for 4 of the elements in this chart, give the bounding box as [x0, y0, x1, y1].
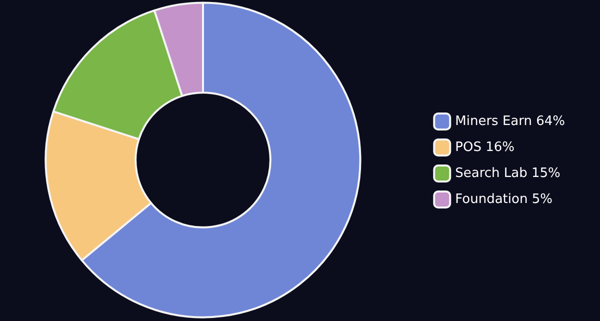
legend-label: Miners Earn 64%	[455, 114, 566, 129]
legend-label: Search Lab 15%	[455, 166, 560, 181]
legend-label: POS 16%	[455, 140, 514, 155]
legend-label: Foundation 5%	[455, 192, 552, 207]
